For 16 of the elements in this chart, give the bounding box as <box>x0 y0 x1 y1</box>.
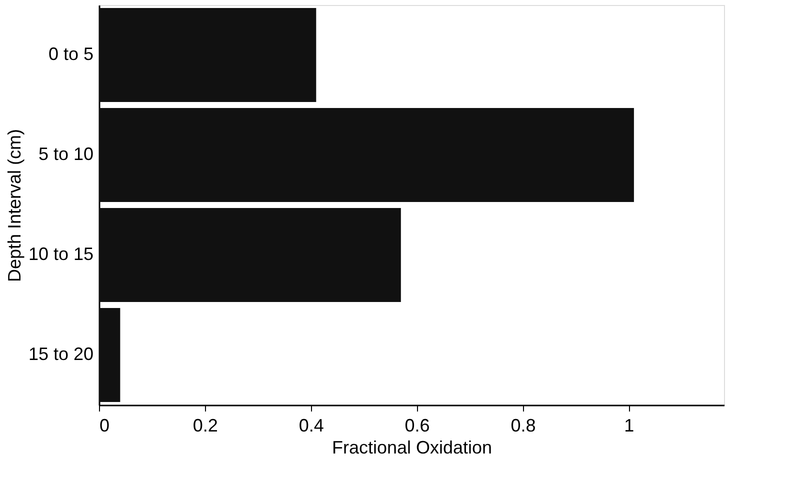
y-tick-label: 15 to 20 <box>28 344 94 364</box>
y-axis-title: Depth Interval (cm) <box>4 128 24 282</box>
x-tick-label: 0.8 <box>510 416 536 436</box>
bar <box>99 208 401 302</box>
y-tick-label: 5 to 10 <box>38 144 94 164</box>
bar <box>99 308 120 402</box>
y-tick-label: 0 to 5 <box>48 44 94 64</box>
x-tick-label: 0.2 <box>192 416 218 436</box>
x-axis-title: Fractional Oxidation <box>332 438 492 458</box>
x-tick-label: 0.4 <box>298 416 324 436</box>
y-tick-label: 10 to 15 <box>28 244 94 264</box>
bar <box>99 8 316 102</box>
x-tick-label: 0 <box>100 416 110 436</box>
x-tick-label: 0.6 <box>404 416 430 436</box>
bar <box>99 108 634 202</box>
x-tick-label: 1 <box>624 416 634 436</box>
